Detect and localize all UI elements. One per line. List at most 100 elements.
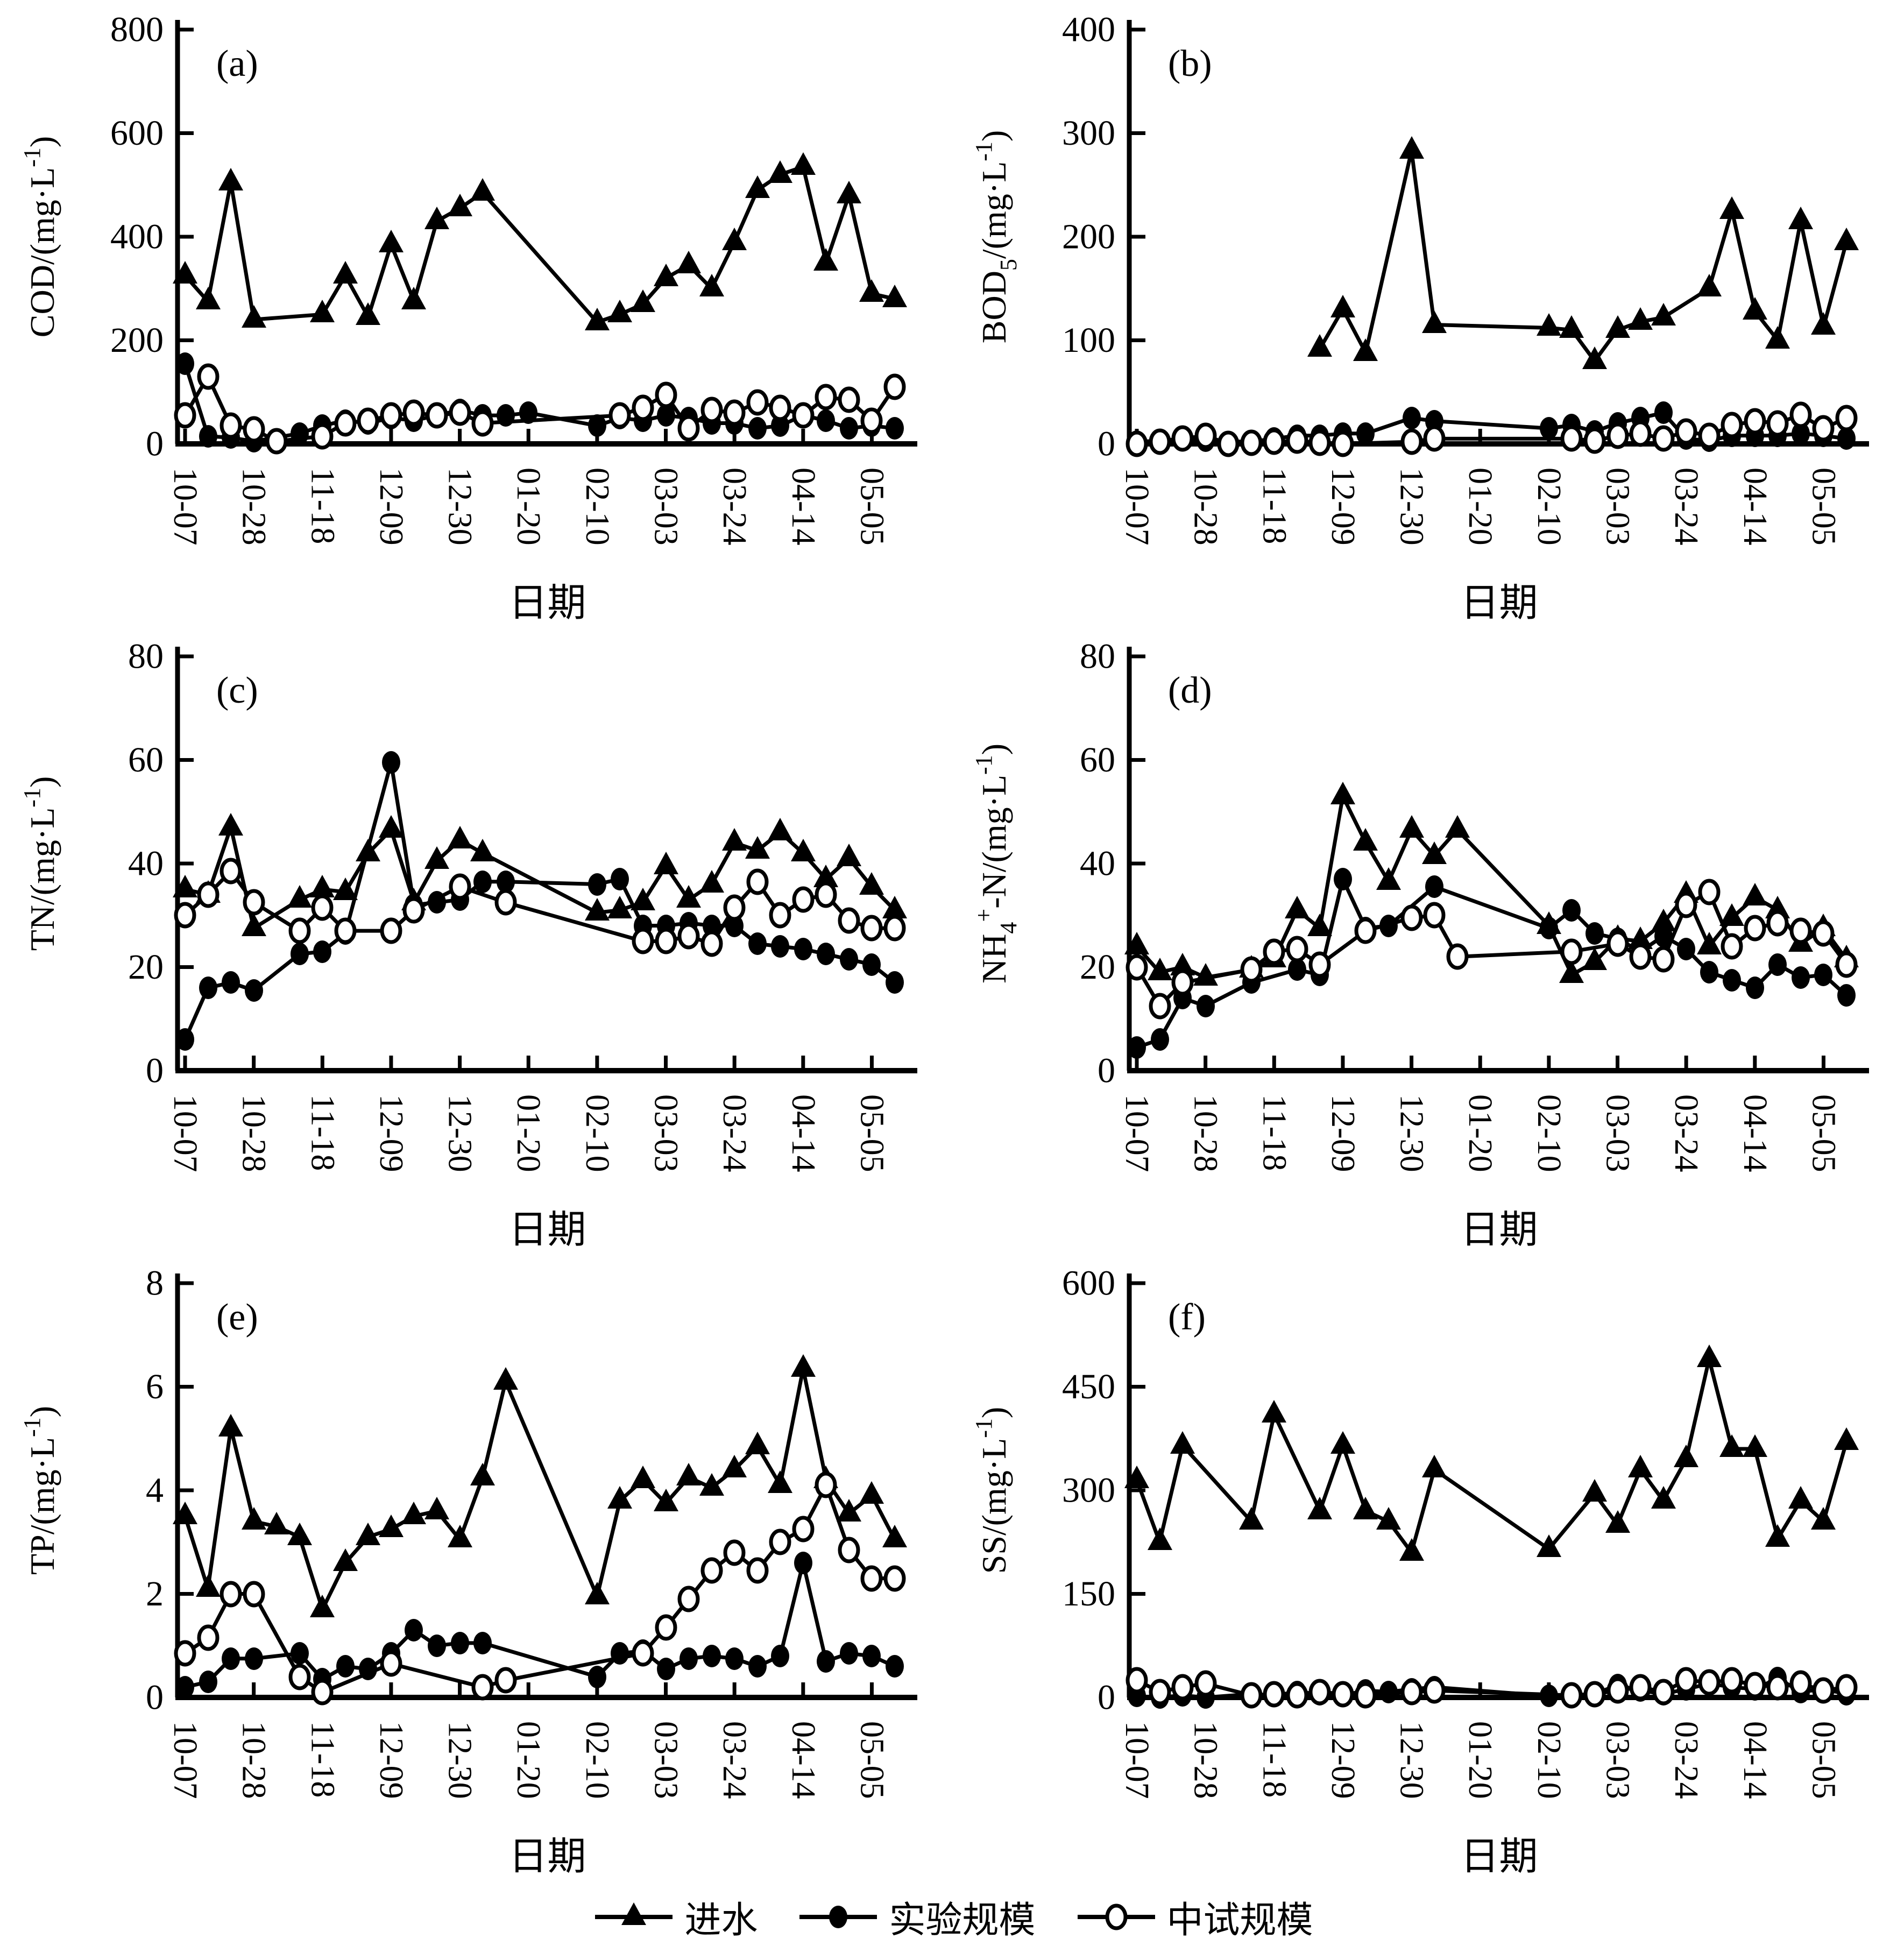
circle-filled-marker: [862, 1645, 881, 1667]
panel-f-chart: 0 150 300 450 600 10-07 10-28 11-18 12-09 12-30 01…: [971, 1264, 1869, 1878]
circle-open-marker: [1812, 1677, 1835, 1704]
x-tick-label: 03-24: [1668, 1094, 1704, 1172]
x-tick-label: 12-09: [373, 1721, 409, 1799]
circle-open-marker: [402, 399, 425, 426]
circle-filled-marker: [1128, 1036, 1146, 1059]
x-axis-label: 日期: [1460, 582, 1538, 625]
circle-open-marker: [1629, 420, 1652, 447]
circle-filled-marker: [611, 868, 629, 890]
circle-open-marker: [380, 402, 402, 429]
triangle-filled-marker: [448, 826, 472, 848]
circle-filled-marker: [588, 873, 606, 896]
circle-open-marker: [700, 930, 723, 957]
circle-open-marker: [746, 389, 769, 416]
circle-filled-marker: [794, 1552, 812, 1574]
x-tick-label: 10-28: [236, 1094, 272, 1172]
y-tick-label: 400: [110, 217, 164, 257]
circle-filled-marker: [1403, 407, 1421, 429]
circle-open-marker: [494, 889, 517, 916]
triangle-filled-marker: [424, 207, 449, 229]
circle-open-marker: [1149, 1679, 1171, 1706]
triangle-filled-marker: [1376, 867, 1401, 890]
triangle-filled-marker: [1582, 1479, 1607, 1502]
triangle-filled-marker: [356, 302, 380, 325]
circle-open-marker: [1789, 401, 1812, 428]
circle-open-marker: [1332, 430, 1354, 457]
triangle-filled-marker: [287, 1523, 312, 1545]
triangle-filled-marker: [1628, 307, 1653, 330]
triangle-filled-marker: [1582, 346, 1607, 369]
circle-open-marker: [1583, 1681, 1606, 1708]
circle-filled-marker: [1814, 964, 1832, 986]
series-pilot-scale: [1126, 879, 1858, 1020]
circle-filled-marker: [199, 425, 217, 448]
circle-filled-marker: [1334, 868, 1352, 890]
circle-filled-marker: [428, 1634, 446, 1657]
y-tick-label: 80: [1080, 637, 1115, 676]
circle-filled-marker: [199, 1671, 217, 1693]
circle-open-marker: [1400, 428, 1423, 455]
x-tick-label: 10-07: [167, 468, 203, 546]
triangle-filled-marker: [631, 289, 655, 312]
circle-open-marker: [1308, 951, 1331, 978]
circle-filled-marker: [176, 1676, 194, 1699]
x-tick-label: 03-03: [648, 1721, 684, 1799]
circle-open-marker: [677, 923, 700, 950]
triangle-filled-marker: [1148, 1527, 1172, 1550]
circle-filled-icon: [799, 1905, 877, 1928]
circle-open-marker: [632, 1640, 654, 1667]
legend-item-pilot-scale: 中试规模: [1073, 1890, 1313, 1943]
series-influent: [173, 813, 907, 936]
circle-filled-marker: [1654, 401, 1673, 424]
circle-open-marker: [1744, 1672, 1766, 1699]
triangle-filled-marker: [242, 1507, 266, 1530]
circle-open-marker: [1835, 951, 1858, 978]
circle-open-marker: [1652, 946, 1675, 973]
circle-open-marker: [792, 1516, 815, 1542]
circle-open-marker: [655, 1614, 677, 1641]
y-tick-label: 600: [110, 114, 164, 153]
circle-open-marker: [815, 1471, 837, 1498]
circle-filled-marker: [680, 1647, 698, 1670]
circle-open-marker: [1240, 1682, 1263, 1709]
x-tick-label: 03-03: [648, 1094, 684, 1172]
x-tick-label: 05-05: [853, 1721, 890, 1799]
triangle-filled-marker: [631, 888, 655, 910]
x-tick-label: 10-28: [236, 1721, 272, 1799]
x-tick-label: 03-24: [1668, 468, 1704, 546]
x-tick-label: 10-07: [167, 1721, 203, 1799]
triangle-filled-marker: [1353, 1497, 1378, 1519]
circle-open-marker: [1400, 904, 1423, 931]
triangle-filled-marker: [1651, 909, 1676, 931]
series-lab-scale: [176, 751, 904, 1051]
triangle-filled-marker: [676, 885, 701, 908]
circle-open-marker: [1606, 422, 1629, 449]
series-lab-scale: [1128, 868, 1856, 1059]
triangle-filled-marker: [333, 1548, 358, 1571]
x-tick-label: 05-05: [853, 1094, 890, 1172]
triangle-filled-marker: [585, 898, 610, 921]
circle-open-marker: [1675, 891, 1697, 918]
circle-open-marker: [1560, 425, 1583, 452]
y-tick-label: 0: [1098, 1678, 1115, 1717]
y-tick-label: 100: [1062, 321, 1115, 360]
circle-open-marker: [1560, 1682, 1583, 1709]
circle-open-marker: [1812, 415, 1835, 442]
series-pilot-scale: [174, 858, 906, 957]
circle-open-marker: [380, 1650, 402, 1677]
triangle-filled-marker: [654, 852, 678, 874]
x-tick-label: 11-18: [304, 1094, 341, 1171]
series-influent: [1307, 136, 1859, 369]
circle-filled-marker: [611, 1642, 629, 1665]
triangle-filled-marker: [1743, 883, 1767, 905]
circle-open-marker: [243, 1581, 265, 1608]
x-tick-label: 03-24: [1668, 1721, 1704, 1799]
y-axis-label: TP/(mg·L-1): [19, 1406, 61, 1575]
triangle-filled-marker: [1559, 960, 1584, 983]
triangle-filled-marker: [1285, 896, 1310, 918]
circle-filled-marker: [1586, 922, 1604, 945]
triangle-filled-marker: [813, 865, 838, 887]
y-tick-label: 6: [146, 1367, 164, 1406]
y-tick-label: 0: [146, 424, 164, 464]
